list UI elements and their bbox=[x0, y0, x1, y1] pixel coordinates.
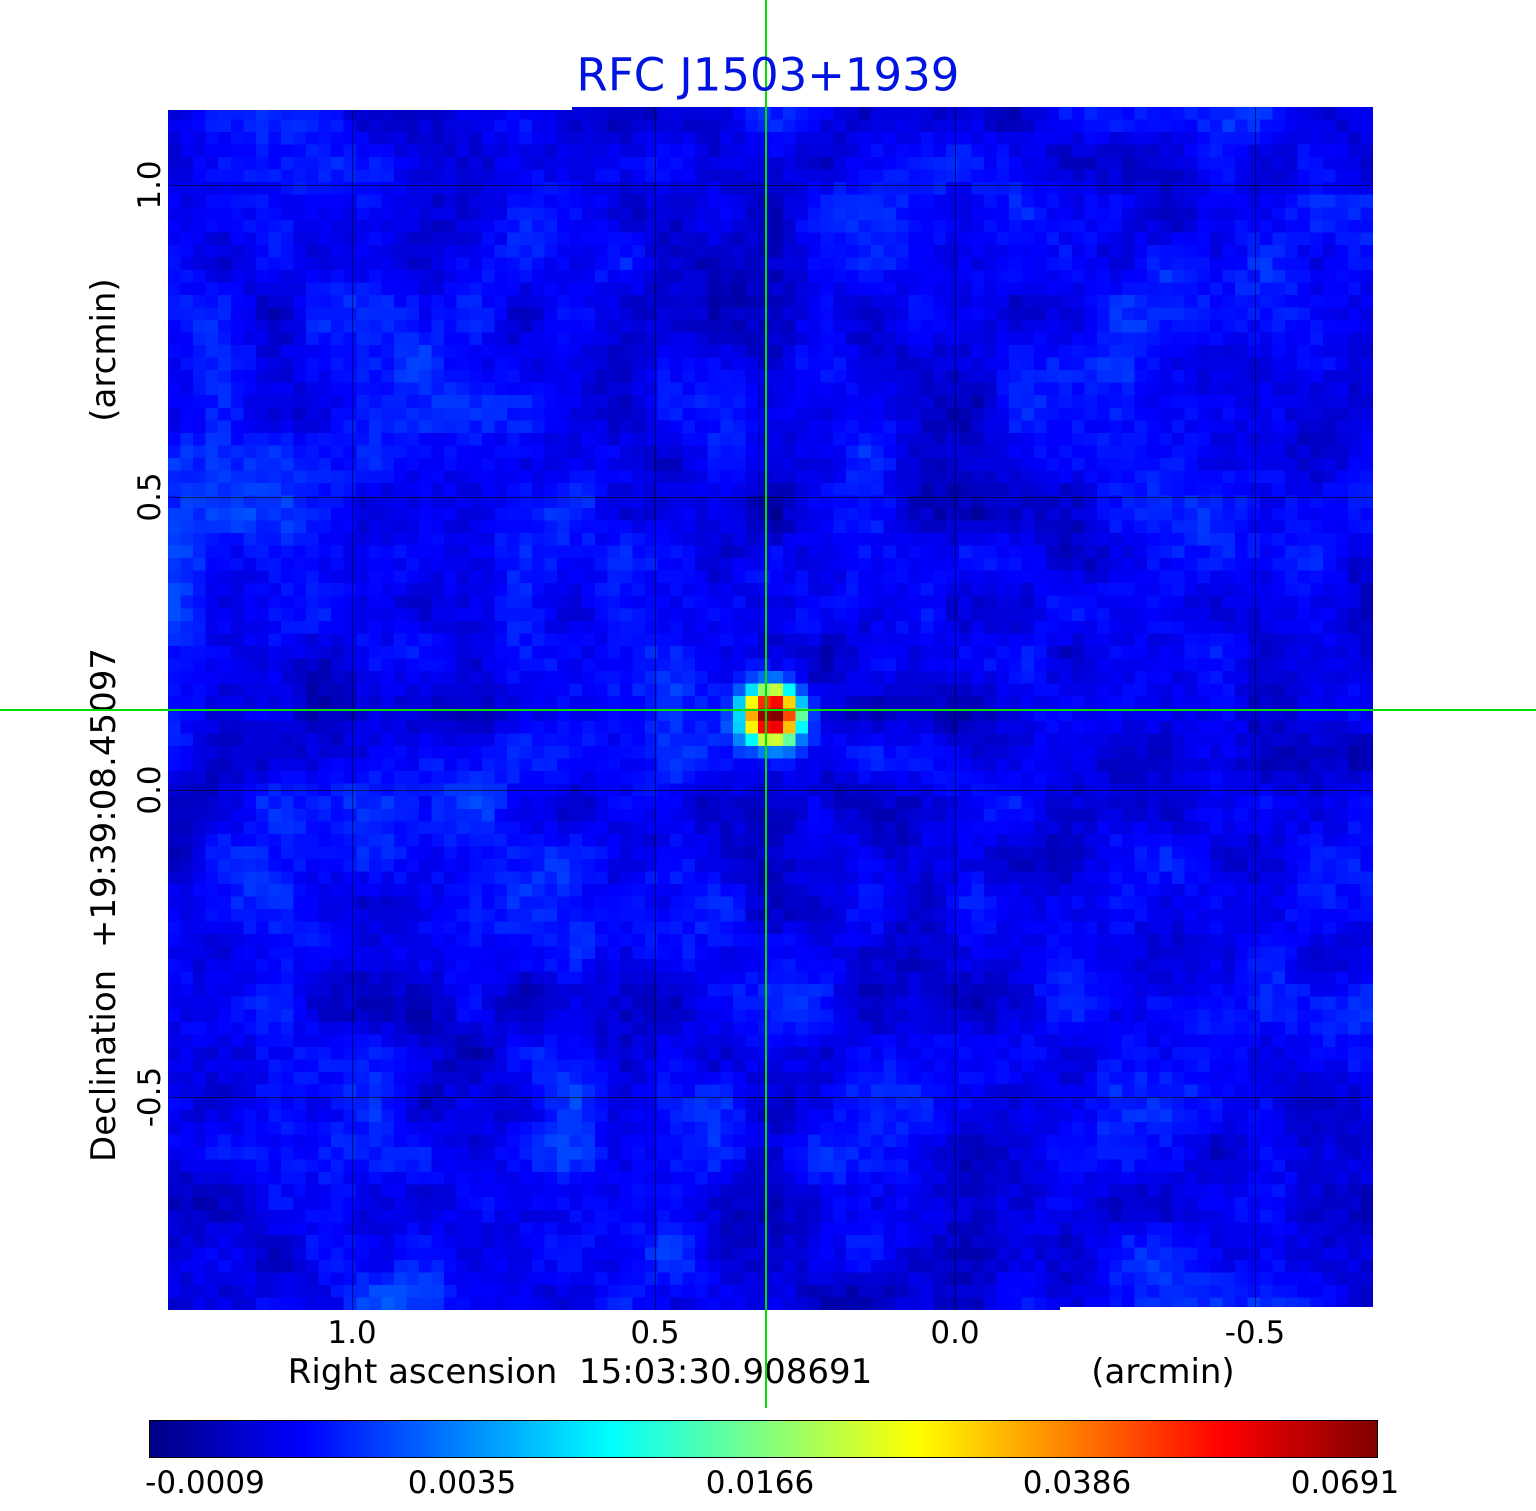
colorbar-tick-label: 0.0166 bbox=[705, 1465, 815, 1501]
x-tick-label: 0.0 bbox=[930, 1315, 980, 1351]
colorbar-tick-label: 0.0035 bbox=[407, 1465, 517, 1501]
crosshair-horizontal-line bbox=[0, 708, 1536, 711]
colorbar-tick-label: 0.0386 bbox=[1022, 1465, 1132, 1501]
colorbar-tick-label: 0.0691 bbox=[1290, 1465, 1400, 1501]
x-axis-label: Right ascension 15:03:30.908691 bbox=[287, 1352, 873, 1392]
crosshair-vertical-line bbox=[765, 0, 768, 1408]
grid-line-horizontal bbox=[168, 497, 1373, 498]
y-axis-label: Declination +19:39:08.45097 bbox=[84, 648, 124, 1162]
x-tick-label: 1.0 bbox=[327, 1315, 377, 1351]
grid-line-horizontal bbox=[168, 1096, 1373, 1098]
white-edge-segment-bottom bbox=[1060, 1307, 1373, 1310]
grid-line-horizontal bbox=[168, 789, 1373, 791]
x-axis-unit-label: (arcmin) bbox=[1091, 1352, 1235, 1392]
grid-line-vertical bbox=[954, 107, 956, 1310]
y-tick-label: 0.5 bbox=[132, 472, 168, 522]
grid-line-horizontal bbox=[168, 184, 1373, 186]
y-axis-unit-label: (arcmin) bbox=[84, 278, 124, 422]
grid-line-vertical bbox=[1255, 107, 1257, 1310]
y-tick-label: 0.0 bbox=[132, 765, 168, 815]
x-tick-label: 0.5 bbox=[630, 1315, 680, 1351]
plot-title: RFC J1503+1939 bbox=[576, 48, 960, 102]
white-edge-segment-top bbox=[168, 107, 572, 110]
x-tick-label: -0.5 bbox=[1224, 1315, 1286, 1351]
y-tick-label: -0.5 bbox=[132, 1066, 168, 1128]
y-tick-label: 1.0 bbox=[132, 160, 168, 210]
colorbar-tick-label: -0.0009 bbox=[145, 1465, 265, 1501]
plot-area bbox=[168, 107, 1373, 1310]
colorbar bbox=[149, 1420, 1378, 1458]
grid-line-vertical bbox=[654, 107, 656, 1310]
grid-line-vertical bbox=[352, 107, 353, 1310]
heatmap-canvas bbox=[168, 107, 1373, 1310]
